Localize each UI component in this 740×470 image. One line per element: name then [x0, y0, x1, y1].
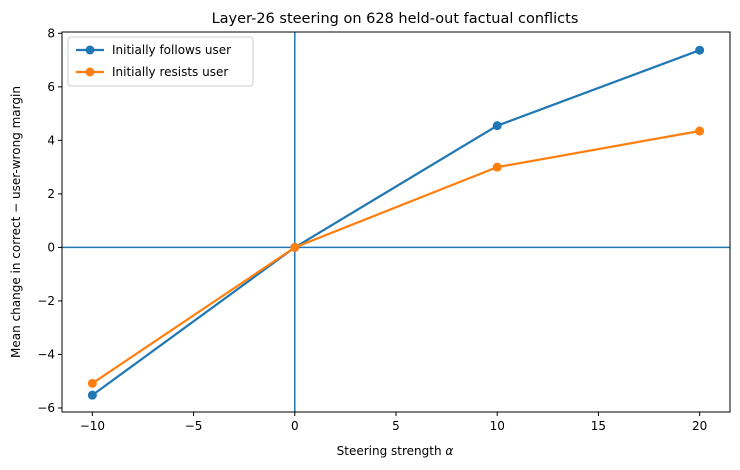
y-tick-label: 2	[47, 187, 55, 201]
y-tick-label: 8	[47, 26, 55, 40]
reference-lines	[62, 32, 730, 412]
legend-label-resists: Initially resists user	[112, 65, 228, 79]
legend-label-follows: Initially follows user	[112, 43, 231, 57]
x-tick-label: −5	[185, 419, 203, 433]
plot-frame	[61, 31, 731, 413]
chart-title: Layer-26 steering on 628 held-out factua…	[212, 11, 579, 27]
x-tick-label: 0	[291, 419, 299, 433]
x-axis-label: Steering strength α	[337, 444, 454, 458]
series-0-point	[492, 121, 502, 131]
y-tick-label: −6	[37, 401, 55, 415]
x-tick-label: 15	[591, 419, 606, 433]
x-tick-label: 5	[392, 419, 400, 433]
x-tick-label: 10	[490, 419, 505, 433]
y-tick-label: −2	[37, 294, 55, 308]
x-axis-label-text: Steering strength	[337, 444, 442, 458]
y-axis-label: Mean change in correct − user-wrong marg…	[9, 86, 23, 358]
x-tick-label: 20	[692, 419, 707, 433]
y-tick-label: 0	[47, 240, 55, 254]
series-1-point	[492, 162, 502, 172]
legend-box	[67, 36, 254, 87]
x-tick-label: −10	[80, 419, 105, 433]
y-tick-label: −4	[37, 347, 55, 361]
legend: Initially follows user Initially resists…	[67, 36, 254, 87]
y-tick-label: 4	[47, 133, 55, 147]
series-0-point	[87, 390, 97, 400]
series-line-0	[91, 49, 701, 397]
series-0-point	[695, 45, 705, 55]
series-layer	[87, 45, 705, 400]
axis-ticks: −10 −5 0 5 10 15 20 −6 −4 −2 0 2 4 6 8	[37, 26, 707, 433]
legend-marker-follows	[85, 45, 95, 55]
series-1-point	[87, 378, 97, 388]
series-line-1	[91, 129, 700, 385]
series-1-point	[290, 242, 300, 252]
series-1-point	[695, 126, 705, 136]
y-tick-label: 6	[47, 80, 55, 94]
legend-marker-resists	[85, 67, 95, 77]
x-axis-label-symbol: α	[445, 444, 453, 458]
